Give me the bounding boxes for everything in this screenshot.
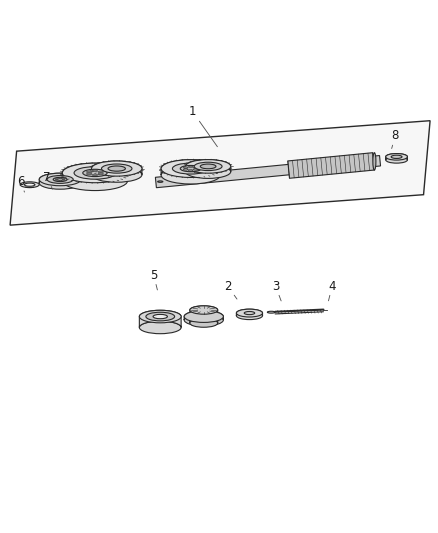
Ellipse shape <box>153 314 167 319</box>
Ellipse shape <box>86 171 92 173</box>
Ellipse shape <box>194 169 198 170</box>
Polygon shape <box>62 163 127 181</box>
Ellipse shape <box>391 155 402 158</box>
Ellipse shape <box>158 181 163 182</box>
Ellipse shape <box>146 312 175 321</box>
Polygon shape <box>155 156 381 188</box>
Polygon shape <box>184 311 223 320</box>
Ellipse shape <box>161 160 220 177</box>
Ellipse shape <box>86 173 92 175</box>
Ellipse shape <box>20 182 39 188</box>
Text: 6: 6 <box>17 175 25 192</box>
Ellipse shape <box>102 164 132 173</box>
Ellipse shape <box>185 159 231 173</box>
Polygon shape <box>139 310 181 327</box>
Polygon shape <box>92 161 142 175</box>
Polygon shape <box>185 159 231 172</box>
Ellipse shape <box>47 175 73 183</box>
Ellipse shape <box>92 170 98 172</box>
Ellipse shape <box>25 183 35 186</box>
Polygon shape <box>39 173 81 183</box>
Ellipse shape <box>173 163 209 174</box>
Polygon shape <box>386 154 407 160</box>
Polygon shape <box>10 120 430 225</box>
Text: 2: 2 <box>224 280 237 299</box>
Text: 3: 3 <box>272 280 281 301</box>
Ellipse shape <box>53 177 67 182</box>
Ellipse shape <box>59 178 62 179</box>
Ellipse shape <box>373 152 376 170</box>
Polygon shape <box>288 153 374 178</box>
Ellipse shape <box>98 173 103 175</box>
Ellipse shape <box>194 162 222 171</box>
Ellipse shape <box>92 167 142 182</box>
Ellipse shape <box>62 171 127 191</box>
Text: 7: 7 <box>43 171 53 189</box>
Polygon shape <box>237 309 262 316</box>
Ellipse shape <box>92 174 98 176</box>
Ellipse shape <box>386 154 407 160</box>
Ellipse shape <box>180 165 201 172</box>
Ellipse shape <box>62 180 65 181</box>
Ellipse shape <box>184 167 188 168</box>
Ellipse shape <box>244 311 254 314</box>
Text: 5: 5 <box>150 269 157 290</box>
Ellipse shape <box>237 309 262 317</box>
Ellipse shape <box>188 166 193 167</box>
Ellipse shape <box>83 169 107 176</box>
Ellipse shape <box>59 180 62 181</box>
Ellipse shape <box>92 161 142 176</box>
Polygon shape <box>190 306 218 323</box>
Ellipse shape <box>194 167 198 168</box>
Ellipse shape <box>39 176 81 189</box>
Ellipse shape <box>267 311 275 313</box>
Ellipse shape <box>62 163 127 183</box>
Ellipse shape <box>200 164 216 169</box>
Text: 8: 8 <box>392 130 399 149</box>
Ellipse shape <box>98 171 103 173</box>
Ellipse shape <box>386 157 407 163</box>
Ellipse shape <box>184 311 223 322</box>
Ellipse shape <box>139 310 181 323</box>
Text: 4: 4 <box>328 280 336 301</box>
Ellipse shape <box>161 166 220 184</box>
Ellipse shape <box>108 166 125 171</box>
Polygon shape <box>161 160 220 175</box>
Text: 1: 1 <box>189 106 217 147</box>
Ellipse shape <box>184 169 188 170</box>
Ellipse shape <box>74 167 116 179</box>
Ellipse shape <box>188 169 193 171</box>
Ellipse shape <box>139 321 181 334</box>
Ellipse shape <box>237 312 262 320</box>
Ellipse shape <box>190 306 218 314</box>
Ellipse shape <box>184 314 223 326</box>
Ellipse shape <box>190 319 218 327</box>
Ellipse shape <box>39 173 81 185</box>
Ellipse shape <box>55 180 58 181</box>
Ellipse shape <box>185 165 231 179</box>
